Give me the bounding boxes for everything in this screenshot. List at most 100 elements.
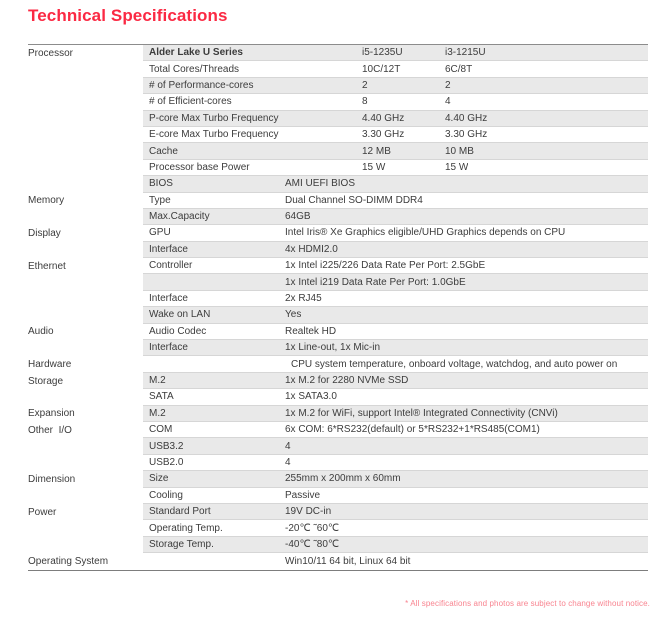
spec-key: P-core Max Turbo Frequency — [149, 112, 279, 124]
spec-cells: Cache 12 MB 10 MB — [143, 143, 648, 160]
spec-value-1: 8 — [362, 96, 368, 108]
category-label: Other I/O — [28, 421, 143, 439]
spec-value-2: 15 W — [445, 161, 469, 173]
category-label — [28, 340, 143, 357]
spec-value-1: 1x M.2 for WiFi, support Intel® Integrat… — [285, 407, 558, 419]
category-label — [28, 208, 143, 226]
spec-cells: Total Cores/Threads 10C/12T 6C/8T — [143, 61, 648, 78]
spec-cells: 1x Intel i219 Data Rate Per Port: 1.0GbE — [143, 274, 648, 291]
spec-cells: P-core Max Turbo Frequency 4.40 GHz 4.40… — [143, 110, 648, 127]
table-row: Storage Temp. -40℃ ˜80℃ — [28, 536, 648, 554]
category-label — [28, 454, 143, 472]
spec-cells: Max.Capacity 64GB — [143, 208, 648, 226]
table-row: Interface 1x Line-out, 1x Mic-in — [28, 340, 648, 357]
category-label: Hardware — [28, 356, 143, 373]
spec-value-1: 4x HDMI2.0 — [285, 243, 338, 255]
spec-cells: Controller 1x Intel i225/226 Data Rate P… — [143, 258, 648, 275]
spec-key: # of Efficient-cores — [149, 96, 232, 108]
category-label: Dimension — [28, 471, 143, 488]
spec-value-2: 3.30 GHz — [445, 129, 488, 141]
spec-value-1: 12 MB — [362, 145, 391, 157]
spec-value-1: Yes — [285, 309, 302, 321]
spec-value-2: i3-1215U — [445, 47, 486, 59]
category-label: Audio — [28, 323, 143, 341]
spec-value-2: 4.40 GHz — [445, 112, 488, 124]
table-row: SATA 1x SATA3.0 — [28, 389, 648, 406]
spec-value-2: 2 — [445, 79, 451, 91]
spec-value-1: AMI UEFI BIOS — [285, 178, 356, 190]
category-label: Display — [28, 225, 143, 242]
spec-key: GPU — [149, 227, 171, 239]
spec-key: Standard Port — [149, 506, 211, 518]
spec-value-1: 4 — [285, 456, 291, 468]
footnote: * All specifications and photos are subj… — [405, 599, 650, 608]
category-label: Processor — [28, 45, 143, 62]
table-row: Operating System Win10/11 64 bit, Linux … — [28, 553, 648, 570]
spec-value-1: 6x COM: 6*RS232(default) or 5*RS232+1*RS… — [285, 424, 540, 436]
table-row: E-core Max Turbo Frequency 3.30 GHz 3.30… — [28, 126, 648, 144]
spec-cells: SATA 1x SATA3.0 — [143, 389, 648, 406]
spec-value-1: 2 — [362, 79, 368, 91]
spec-key: COM — [149, 424, 173, 436]
category-label — [28, 61, 143, 78]
spec-key: Controller — [149, 260, 193, 272]
spec-value-1: 1x M.2 for 2280 NVMe SSD — [285, 375, 409, 386]
table-row: Cache 12 MB 10 MB — [28, 143, 648, 160]
table-row: P-core Max Turbo Frequency 4.40 GHz 4.40… — [28, 110, 648, 127]
spec-cells: Cooling Passive — [143, 487, 648, 504]
category-label — [28, 438, 143, 455]
spec-value-1: i5-1235U — [362, 47, 403, 59]
table-row: Processor Alder Lake U Series i5-1235U i… — [28, 45, 648, 62]
table-row: Storage M.2 1x M.2 for 2280 NVMe SSD — [28, 372, 648, 390]
spec-value-1: -20℃ ˜60℃ — [285, 522, 340, 534]
category-label — [28, 389, 143, 406]
spec-cells: Storage Temp. -40℃ ˜80℃ — [143, 536, 648, 554]
table-row: Interface 2x RJ45 — [28, 290, 648, 308]
spec-key: Size — [149, 473, 169, 485]
spec-value-1: 1x SATA3.0 — [285, 391, 337, 403]
table-row: 1x Intel i219 Data Rate Per Port: 1.0GbE — [28, 274, 648, 291]
category-label — [28, 241, 143, 259]
spec-key: Storage Temp. — [149, 538, 214, 550]
table-row: Power Standard Port 19V DC-in — [28, 503, 648, 521]
spec-cells: COM 6x COM: 6*RS232(default) or 5*RS232+… — [143, 421, 648, 439]
spec-value-1: 3.30 GHz — [362, 129, 405, 141]
category-label — [28, 307, 143, 324]
spec-key: Interface — [149, 293, 188, 305]
table-row: Wake on LAN Yes — [28, 307, 648, 324]
spec-cells: Operating Temp. -20℃ ˜60℃ — [143, 520, 648, 537]
category-label — [28, 94, 143, 111]
spec-key: USB2.0 — [149, 456, 184, 468]
table-row: Total Cores/Threads 10C/12T 6C/8T — [28, 61, 648, 78]
spec-value-1: 10C/12T — [362, 63, 401, 75]
spec-value-1: Realtek HD — [285, 325, 337, 337]
spec-value-2: 4 — [445, 96, 451, 108]
spec-key: Interface — [149, 342, 188, 354]
category-label — [28, 159, 143, 177]
category-label — [28, 487, 143, 504]
spec-value-1: Dual Channel SO-DIMM DDR4 — [285, 194, 423, 206]
table-row: Interface 4x HDMI2.0 — [28, 241, 648, 259]
spec-value-1: 255mm x 200mm x 60mm — [285, 473, 401, 485]
spec-cells: Processor base Power 15 W 15 W — [143, 159, 648, 177]
spec-cells: USB3.2 4 — [143, 438, 648, 455]
spec-key: Max.Capacity — [149, 211, 210, 223]
spec-cells: Interface 1x Line-out, 1x Mic-in — [143, 340, 648, 357]
category-label: Memory — [28, 192, 143, 209]
spec-value-1: 1x Intel i225/226 Data Rate Per Port: 2.… — [285, 260, 486, 272]
spec-key: Type — [149, 194, 171, 206]
spec-key: Interface — [149, 243, 188, 255]
spec-value-1: 4 — [285, 440, 291, 452]
spec-cells: M.2 1x M.2 for WiFi, support Intel® Inte… — [143, 405, 648, 422]
table-row: USB2.0 4 — [28, 454, 648, 472]
table-row: # of Efficient-cores 8 4 — [28, 94, 648, 111]
spec-key: Cooling — [149, 489, 183, 501]
spec-value-1: -40℃ ˜80℃ — [285, 538, 340, 550]
table-row: Other I/O COM 6x COM: 6*RS232(default) o… — [28, 421, 648, 439]
spec-cells: GPU Intel Iris® Xe Graphics eligible/UHD… — [143, 225, 648, 242]
category-label — [28, 520, 143, 537]
spec-value-1: Win10/11 64 bit, Linux 64 bit — [285, 555, 411, 567]
table-row: Max.Capacity 64GB — [28, 208, 648, 226]
category-label: Storage — [28, 372, 143, 390]
spec-key: E-core Max Turbo Frequency — [149, 129, 279, 141]
